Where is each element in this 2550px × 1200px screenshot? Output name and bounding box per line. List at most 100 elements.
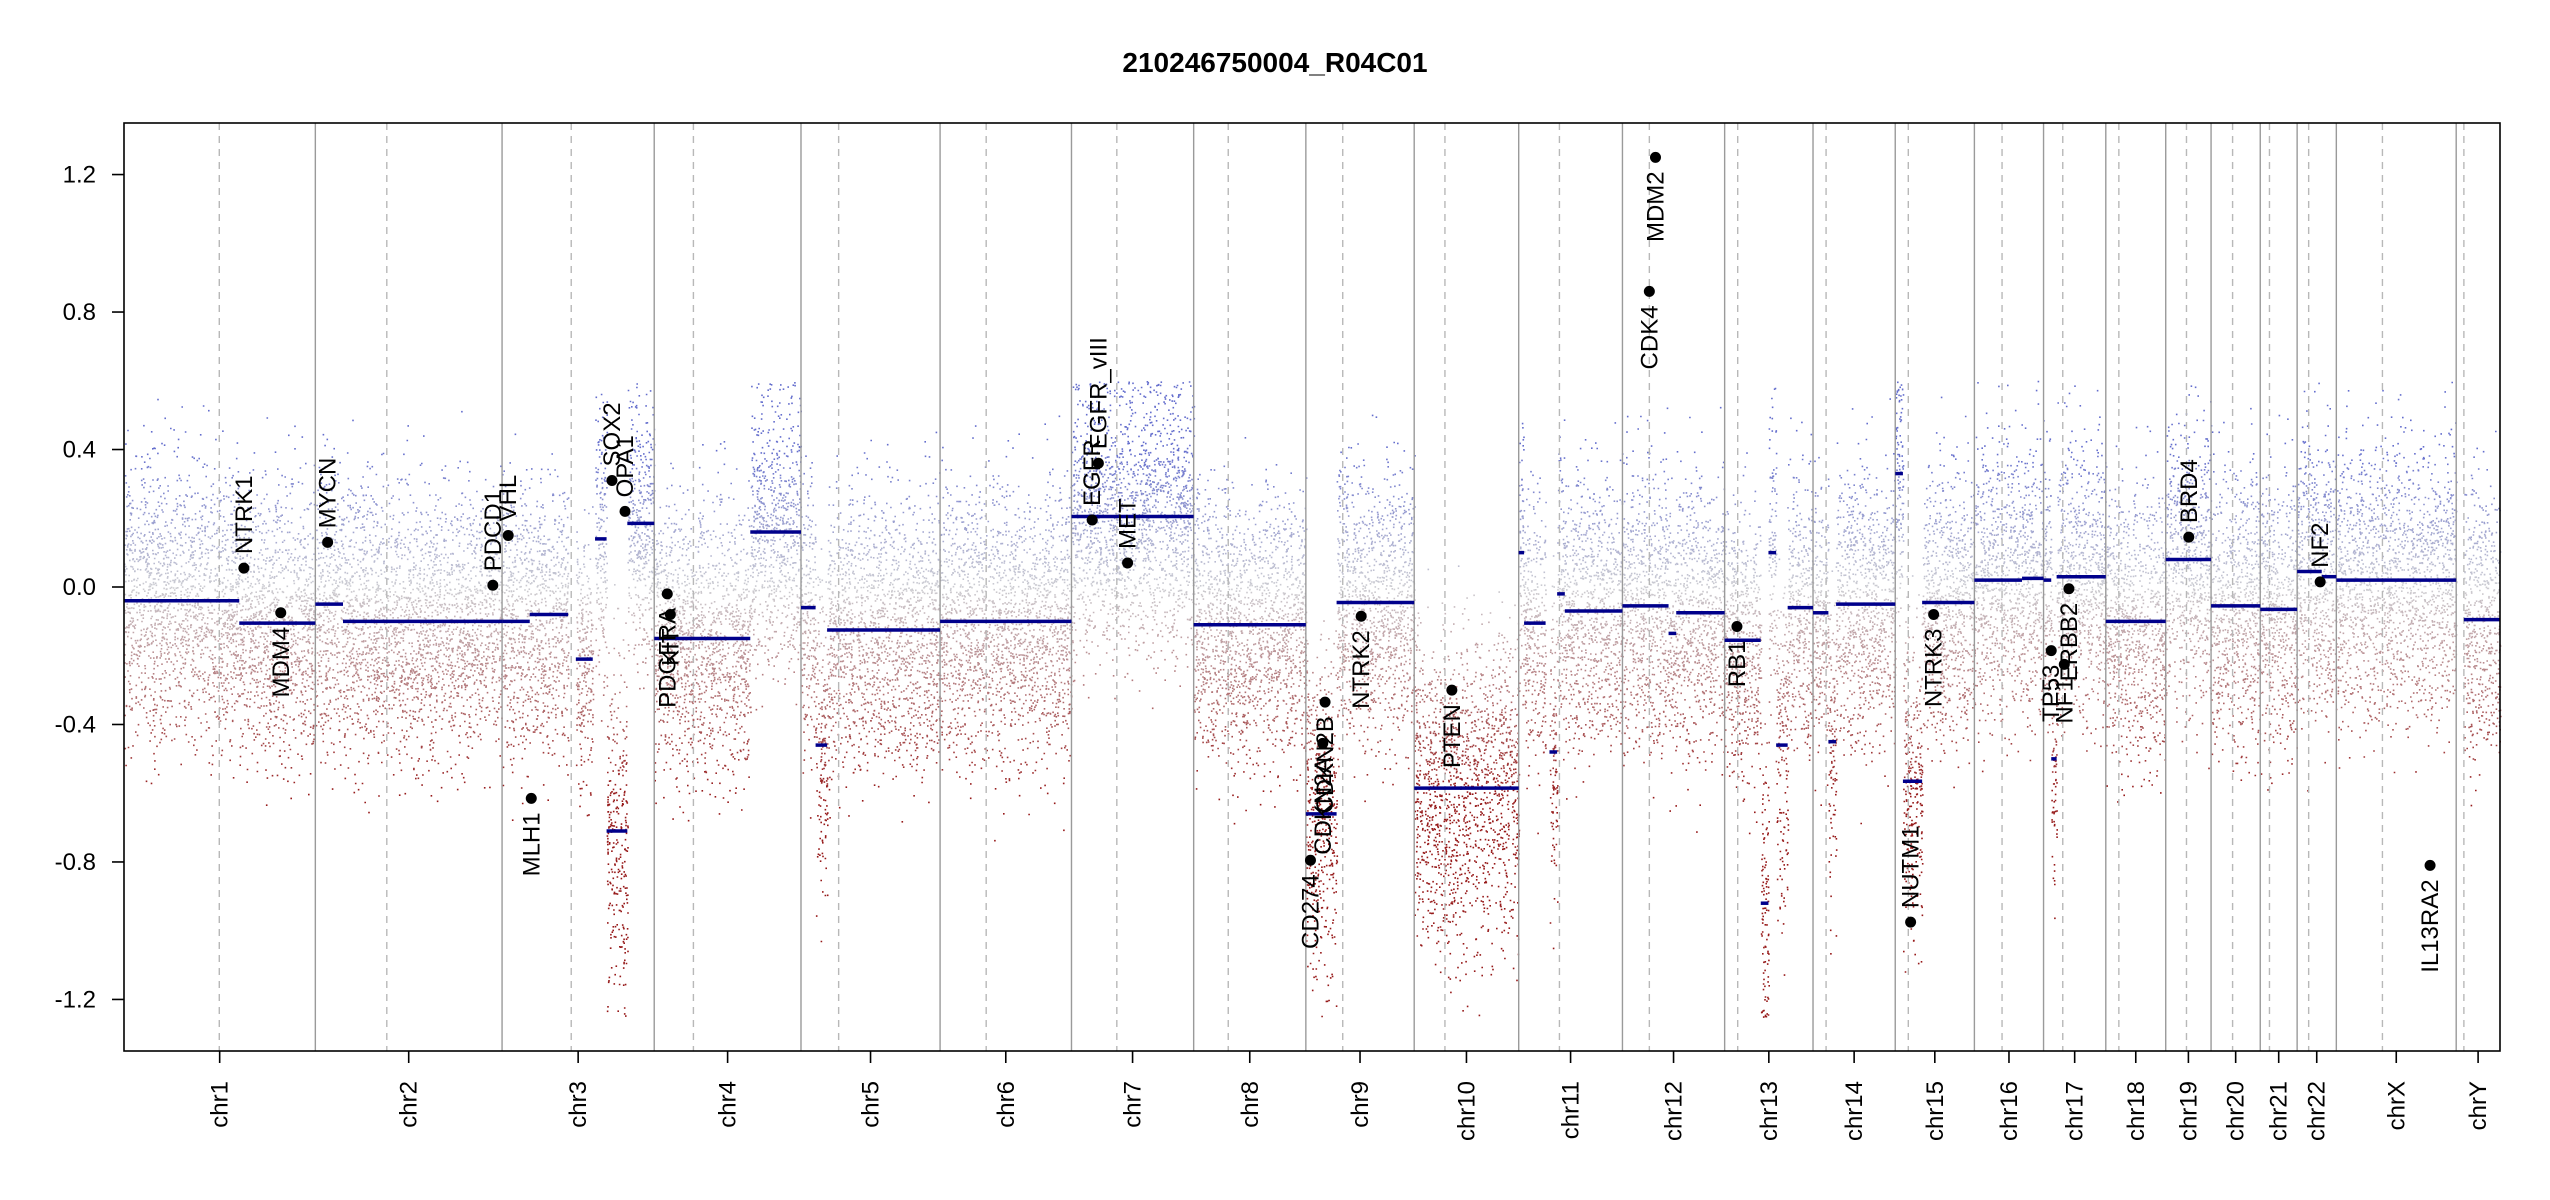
gene-label: NF1 (2051, 678, 2078, 723)
probe-point-group (976, 656, 2279, 658)
chromosome-dividers (218, 123, 2465, 1051)
probe-point-group (137, 645, 2457, 648)
probe-point-group (130, 468, 2488, 471)
chromosome-label: chr6 (993, 1081, 1020, 1128)
probe-point-group (271, 774, 2158, 777)
probe-point-group (205, 496, 2480, 499)
probe-point-group (160, 677, 2474, 680)
probe-point-group (147, 561, 2500, 565)
probe-point-group (124, 662, 2485, 664)
gene-point (2314, 576, 2326, 588)
gene-point (2424, 859, 2436, 871)
probe-point-group (520, 787, 1918, 789)
probe-point-group (228, 467, 2349, 470)
probe-point-group (124, 713, 2433, 717)
gene-label: CDKN2B (1312, 716, 1339, 813)
probe-point-group (663, 596, 2494, 599)
probe-point-group (294, 736, 2485, 740)
probe-point-group (299, 541, 2484, 544)
probe-point-group (426, 629, 2486, 632)
probe-point-group (125, 496, 2441, 499)
probe-point-group (154, 759, 2289, 762)
probe-point-group (499, 693, 2433, 696)
probe-point-group (125, 705, 2490, 708)
probe-point-group (136, 531, 2498, 535)
gene-point (322, 536, 334, 548)
probe-point-group (130, 687, 2489, 690)
probe-point-group (446, 770, 2417, 773)
probe-point-group (129, 708, 2498, 711)
probe-point-group (129, 611, 2490, 614)
probe-point-group (143, 497, 2495, 500)
probe-point-group (143, 627, 2500, 631)
chromosome-label: chr4 (715, 1081, 742, 1128)
probe-point-group (124, 654, 2352, 656)
probe-points (124, 380, 2502, 1018)
probe-point-group (154, 690, 2451, 693)
probe-point-group (291, 507, 2500, 510)
probe-point-group (216, 686, 2502, 688)
gene-label: MET (1115, 498, 1142, 549)
probe-point-group (445, 668, 1796, 671)
probe-point-group (131, 591, 2499, 594)
gene-point (1905, 916, 1917, 928)
probe-point-group (201, 648, 2423, 651)
probe-point-group (189, 555, 2445, 558)
probe-point-group (146, 466, 2429, 469)
probe-point-group (148, 571, 2498, 575)
probe-point-group (127, 611, 2444, 614)
probe-point-group (818, 791, 821, 794)
probe-point-group (243, 683, 2484, 686)
probe-point-group (359, 667, 2257, 670)
probe-point-group (619, 755, 2471, 758)
probe-point-group (375, 571, 2476, 574)
probe-point-group (1071, 451, 1696, 454)
probe-point-group (1089, 476, 1363, 478)
probe-point-group (421, 587, 2411, 590)
probe-point-group (701, 789, 2477, 792)
probe-point-group (212, 482, 2415, 486)
gene-label: PTEN (1439, 704, 1466, 768)
probe-point-group (139, 583, 2487, 587)
probe-point-group (468, 588, 2420, 591)
probe-point-group (403, 735, 1789, 737)
probe-point-group (166, 612, 2373, 615)
gene-point (487, 579, 499, 591)
probe-point-group (208, 761, 2326, 765)
gene-label: NTRK1 (231, 475, 258, 554)
y-tick-label: 0.8 (63, 299, 96, 326)
probe-point-group (621, 768, 1923, 771)
probe-point-group (124, 747, 2468, 750)
gene-label: RB1 (1724, 641, 1751, 688)
y-tick-label: 1.2 (63, 162, 96, 189)
probe-point-group (138, 646, 2481, 649)
probe-point-group (609, 779, 2243, 782)
probe-point-group (135, 454, 2431, 457)
probe-point-group (231, 720, 2481, 723)
probe-point-group (147, 721, 2366, 724)
probe-point-group (129, 547, 2471, 550)
probe-point-group (129, 674, 2492, 677)
probe-point-group (320, 682, 2495, 685)
gene-point (1092, 457, 1104, 469)
probe-point-group (1428, 783, 1440, 786)
y-axis: 1.2 0.8 0.4 0.0 -0.4 -0.8 -1.2 (55, 162, 124, 1013)
probe-point-group (489, 786, 1955, 789)
probe-point-group (622, 765, 2057, 768)
probe-point-group (125, 612, 2468, 615)
probe-point-group (131, 551, 2411, 554)
probe-point-group (206, 720, 2501, 723)
probe-point-group (124, 675, 2482, 679)
probe-point-group (147, 676, 2491, 680)
probe-point-group (305, 743, 1763, 746)
chromosome-label: chr8 (1237, 1081, 1264, 1128)
probe-point-group (159, 610, 2480, 613)
probe-point-group (147, 643, 2492, 646)
probe-point-group (329, 701, 2335, 703)
probe-point-group (1123, 477, 2474, 480)
gene-point (661, 588, 673, 600)
probe-point-group (203, 463, 2449, 467)
chromosome-label: chr12 (1661, 1081, 1688, 1141)
probe-point-group (125, 482, 2414, 485)
probe-point-group (643, 452, 2416, 455)
